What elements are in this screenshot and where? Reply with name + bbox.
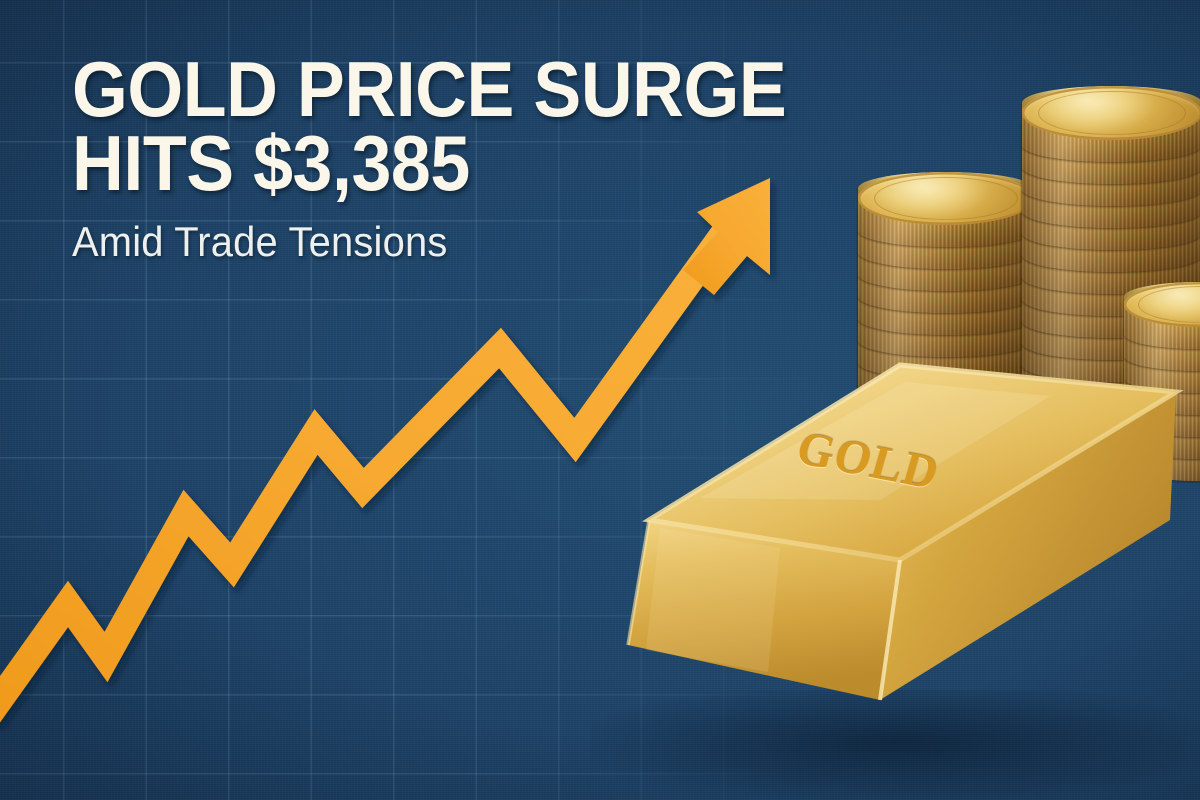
coin-top-face xyxy=(1022,86,1200,140)
coin-stack-short xyxy=(1124,282,1200,481)
page-title: GOLD PRICE SURGE HITS $3,385 xyxy=(72,50,808,208)
subheadline: Amid Trade Tensions xyxy=(72,218,448,266)
coin-top-face xyxy=(858,172,1034,225)
headline-block: GOLD PRICE SURGE HITS $3,385 Amid Trade … xyxy=(72,50,872,266)
coin-stack-medium xyxy=(858,172,1034,467)
headline-line-2: HITS $3,385 xyxy=(72,119,470,208)
